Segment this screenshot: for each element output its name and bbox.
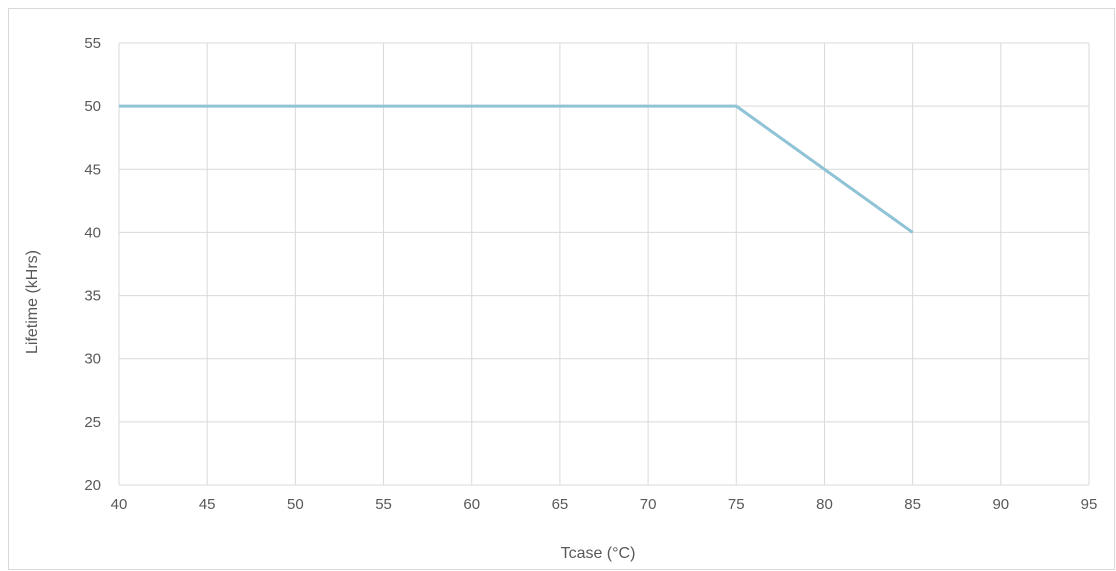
y-tick-label: 30: [84, 351, 101, 368]
series-layer: [119, 104, 914, 234]
y-tick-label: 50: [84, 98, 101, 115]
x-tick-label: 80: [816, 496, 833, 513]
y-tick-label: 35: [84, 288, 101, 305]
x-tick-label: 65: [552, 496, 569, 513]
x-tick-label: 70: [640, 496, 657, 513]
grid-layer: [118, 42, 1090, 486]
x-tick-label: 45: [199, 496, 216, 513]
x-tick-label: 50: [287, 496, 304, 513]
y-tick-label: 40: [84, 224, 101, 241]
x-tick-label: 40: [111, 496, 128, 513]
y-tick-label: 20: [84, 477, 101, 494]
y-tick-label: 55: [84, 35, 101, 52]
tick-layer: 20 25 30 35 40 45 50 55 40 45 50 55 60 65 70 75 80 85 90 95: [84, 35, 1097, 513]
x-tick-label: 60: [463, 496, 480, 513]
x-tick-label: 55: [375, 496, 392, 513]
y-axis-title: Lifetime (kHrs): [24, 250, 41, 354]
y-tick-label: 45: [84, 161, 101, 178]
series-line-0: [119, 104, 914, 234]
y-tick-label: 25: [84, 414, 101, 431]
x-tick-label: 90: [992, 496, 1009, 513]
x-axis-title: Tcase (°C): [561, 545, 636, 562]
x-tick-label: 95: [1081, 496, 1098, 513]
x-tick-label: 85: [904, 496, 921, 513]
x-tick-label: 75: [728, 496, 745, 513]
chart-frame: [8, 8, 1115, 570]
